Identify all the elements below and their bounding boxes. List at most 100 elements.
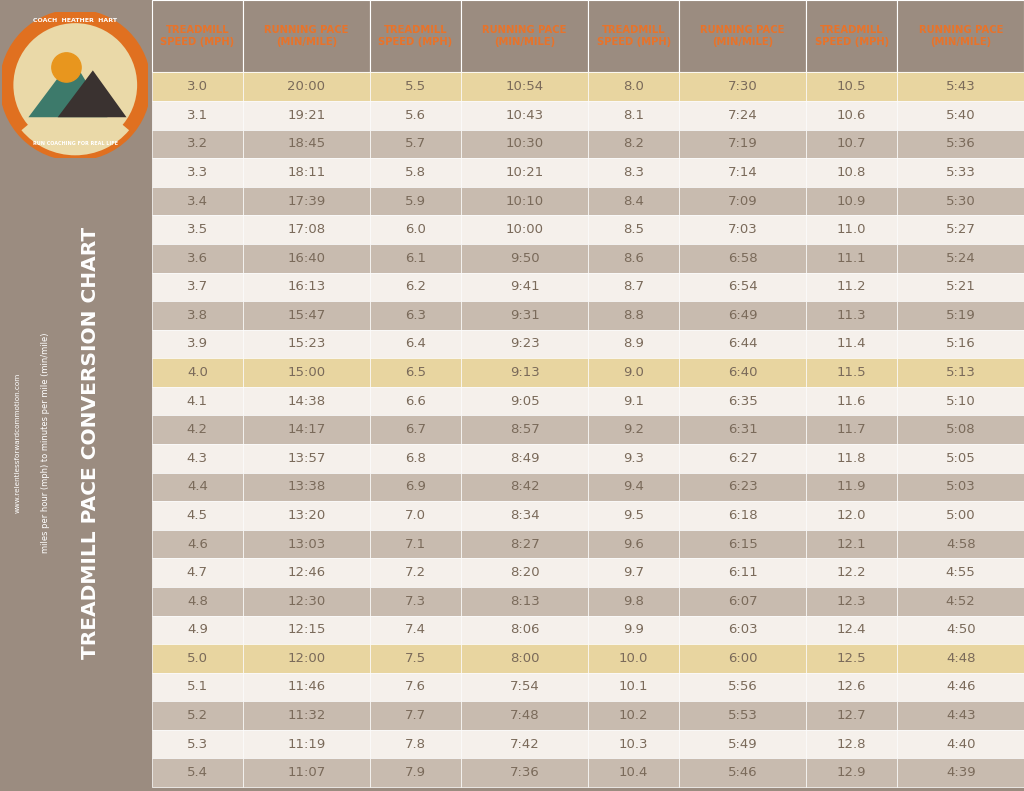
Text: 4.8: 4.8: [187, 595, 208, 607]
Bar: [806, 759, 897, 787]
Text: TREADMILL
SPEED (MPH): TREADMILL SPEED (MPH): [815, 25, 889, 47]
Text: RUNNING PACE
(MIN/MILE): RUNNING PACE (MIN/MILE): [700, 25, 784, 47]
Text: 8.7: 8.7: [623, 280, 644, 293]
Bar: [806, 215, 897, 244]
Bar: [370, 615, 461, 644]
Bar: [243, 444, 370, 472]
Bar: [806, 187, 897, 215]
Bar: [588, 273, 679, 301]
Bar: [243, 501, 370, 530]
Bar: [806, 130, 897, 158]
Bar: [461, 330, 588, 358]
Text: 8:00: 8:00: [510, 652, 540, 665]
Bar: [152, 101, 243, 130]
Circle shape: [52, 53, 81, 82]
Text: 4.5: 4.5: [186, 509, 208, 522]
Bar: [806, 244, 897, 273]
Text: 4.4: 4.4: [187, 480, 208, 494]
Bar: [152, 587, 243, 615]
Bar: [806, 330, 897, 358]
Text: 11.2: 11.2: [837, 280, 866, 293]
Bar: [679, 530, 806, 558]
Text: 10:43: 10:43: [506, 109, 544, 122]
Bar: [370, 644, 461, 672]
Text: 6:11: 6:11: [728, 566, 758, 579]
Bar: [461, 472, 588, 501]
Text: 8:49: 8:49: [510, 452, 540, 465]
Text: 7.5: 7.5: [404, 652, 426, 665]
Bar: [897, 759, 1024, 787]
Text: 6:07: 6:07: [728, 595, 758, 607]
Bar: [679, 330, 806, 358]
Text: 6:27: 6:27: [728, 452, 758, 465]
Bar: [679, 501, 806, 530]
Text: 7.3: 7.3: [404, 595, 426, 607]
Bar: [897, 615, 1024, 644]
Text: 3.3: 3.3: [186, 166, 208, 179]
Text: 12:15: 12:15: [287, 623, 326, 636]
Bar: [152, 301, 243, 330]
Text: 9.3: 9.3: [623, 452, 644, 465]
Text: 12.4: 12.4: [837, 623, 866, 636]
Bar: [370, 101, 461, 130]
Text: 12.9: 12.9: [837, 766, 866, 779]
Text: 8.1: 8.1: [623, 109, 644, 122]
Bar: [897, 187, 1024, 215]
Bar: [152, 644, 243, 672]
Text: 8.2: 8.2: [623, 138, 644, 150]
Bar: [370, 244, 461, 273]
Text: 3.2: 3.2: [186, 138, 208, 150]
Text: 11.1: 11.1: [837, 252, 866, 265]
Bar: [588, 587, 679, 615]
Bar: [897, 558, 1024, 587]
Text: 12.3: 12.3: [837, 595, 866, 607]
Text: 13:03: 13:03: [288, 538, 326, 551]
Text: 12.7: 12.7: [837, 709, 866, 722]
Bar: [679, 387, 806, 415]
Text: 3.8: 3.8: [186, 308, 208, 322]
Text: 11.6: 11.6: [837, 395, 866, 407]
Text: 10:00: 10:00: [506, 223, 544, 237]
Text: 9.8: 9.8: [624, 595, 644, 607]
Text: 6:00: 6:00: [728, 652, 758, 665]
Bar: [461, 415, 588, 444]
Text: 8.9: 8.9: [624, 338, 644, 350]
Bar: [588, 472, 679, 501]
Bar: [588, 702, 679, 730]
Text: 10:54: 10:54: [506, 80, 544, 93]
Text: 11.9: 11.9: [837, 480, 866, 494]
Text: 10.1: 10.1: [618, 680, 648, 694]
Bar: [243, 759, 370, 787]
Text: 6.6: 6.6: [406, 395, 426, 407]
Bar: [461, 158, 588, 187]
Bar: [461, 587, 588, 615]
Text: 6.2: 6.2: [404, 280, 426, 293]
Text: 15:00: 15:00: [288, 366, 326, 379]
Bar: [370, 672, 461, 702]
Bar: [243, 130, 370, 158]
Text: 10.3: 10.3: [618, 738, 648, 751]
Bar: [461, 444, 588, 472]
Text: 3.5: 3.5: [186, 223, 208, 237]
Text: 11.7: 11.7: [837, 423, 866, 436]
Bar: [461, 358, 588, 387]
Bar: [806, 501, 897, 530]
Text: 5:27: 5:27: [946, 223, 976, 237]
Bar: [588, 387, 679, 415]
Bar: [679, 672, 806, 702]
Bar: [152, 215, 243, 244]
Text: 12.1: 12.1: [837, 538, 866, 551]
Bar: [679, 130, 806, 158]
Bar: [588, 73, 679, 101]
Bar: [588, 444, 679, 472]
Text: 6.0: 6.0: [406, 223, 426, 237]
Bar: [152, 273, 243, 301]
Bar: [370, 330, 461, 358]
Text: 5:16: 5:16: [946, 338, 976, 350]
Text: 6:23: 6:23: [728, 480, 758, 494]
Bar: [370, 501, 461, 530]
Text: 4:58: 4:58: [946, 538, 976, 551]
Text: 5:05: 5:05: [946, 452, 976, 465]
Bar: [679, 244, 806, 273]
Circle shape: [26, 36, 125, 134]
